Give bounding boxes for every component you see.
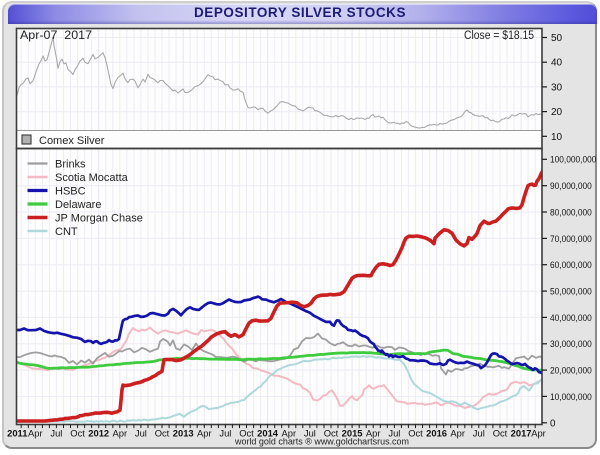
- svg-text:world gold charts ® www.goldch: world gold charts ® www.goldchartsrus.co…: [234, 437, 409, 447]
- svg-text:30,000,000: 30,000,000: [550, 339, 592, 350]
- svg-text:90,000,000: 90,000,000: [550, 181, 592, 192]
- svg-text:80,000,000: 80,000,000: [550, 207, 592, 218]
- svg-text:Apr: Apr: [366, 428, 381, 439]
- svg-text:Apr-07 2017: Apr-07 2017: [20, 30, 92, 42]
- svg-text:2015: 2015: [342, 428, 363, 439]
- svg-text:2014: 2014: [257, 428, 279, 439]
- svg-text:Apr: Apr: [531, 428, 546, 439]
- svg-text:30: 30: [551, 82, 563, 93]
- svg-text:0: 0: [550, 418, 556, 429]
- svg-text:Delaware: Delaware: [55, 199, 101, 211]
- svg-text:HSBC: HSBC: [55, 185, 86, 197]
- svg-text:70,000,000: 70,000,000: [550, 234, 592, 245]
- svg-text:10: 10: [551, 132, 563, 143]
- svg-text:JP Morgan Chase: JP Morgan Chase: [55, 212, 143, 224]
- svg-text:Oct: Oct: [239, 428, 254, 439]
- svg-text:20,000,000: 20,000,000: [550, 366, 592, 377]
- svg-text:Brinks: Brinks: [55, 158, 86, 170]
- svg-text:Apr: Apr: [282, 428, 297, 439]
- svg-text:Apr: Apr: [450, 428, 465, 439]
- svg-text:Jul: Jul: [135, 428, 147, 439]
- svg-text:Comex Silver: Comex Silver: [39, 135, 105, 147]
- svg-text:Oct: Oct: [70, 428, 85, 439]
- svg-text:Close = $18.15: Close = $18.15: [464, 30, 534, 42]
- svg-text:Apr: Apr: [113, 428, 128, 439]
- svg-text:Apr: Apr: [197, 428, 212, 439]
- svg-text:20: 20: [551, 107, 563, 118]
- svg-text:2012: 2012: [88, 428, 109, 439]
- svg-text:CNT: CNT: [55, 226, 78, 238]
- svg-text:Oct: Oct: [155, 428, 170, 439]
- svg-text:Jul: Jul: [219, 428, 231, 439]
- svg-text:50,000,000: 50,000,000: [550, 286, 592, 297]
- svg-text:Oct: Oct: [324, 428, 339, 439]
- svg-text:2017: 2017: [511, 428, 532, 439]
- svg-text:2013: 2013: [173, 428, 194, 439]
- svg-text:Apr: Apr: [28, 428, 43, 439]
- svg-text:Oct: Oct: [408, 428, 423, 439]
- svg-text:Oct: Oct: [493, 428, 508, 439]
- svg-text:Jul: Jul: [388, 428, 400, 439]
- svg-text:40,000,000: 40,000,000: [550, 313, 592, 324]
- svg-text:60,000,000: 60,000,000: [550, 260, 592, 271]
- svg-text:10,000,000: 10,000,000: [550, 392, 592, 403]
- svg-text:Jul: Jul: [473, 428, 485, 439]
- svg-text:2011: 2011: [7, 428, 27, 439]
- svg-text:Jul: Jul: [50, 428, 62, 439]
- svg-text:Jul: Jul: [304, 428, 316, 439]
- svg-text:100,000,000: 100,000,000: [550, 155, 596, 166]
- svg-text:2016: 2016: [426, 428, 447, 439]
- svg-text:50: 50: [551, 33, 563, 44]
- svg-text:Scotia Mocatta: Scotia Mocatta: [55, 172, 129, 184]
- svg-text:40: 40: [551, 58, 563, 69]
